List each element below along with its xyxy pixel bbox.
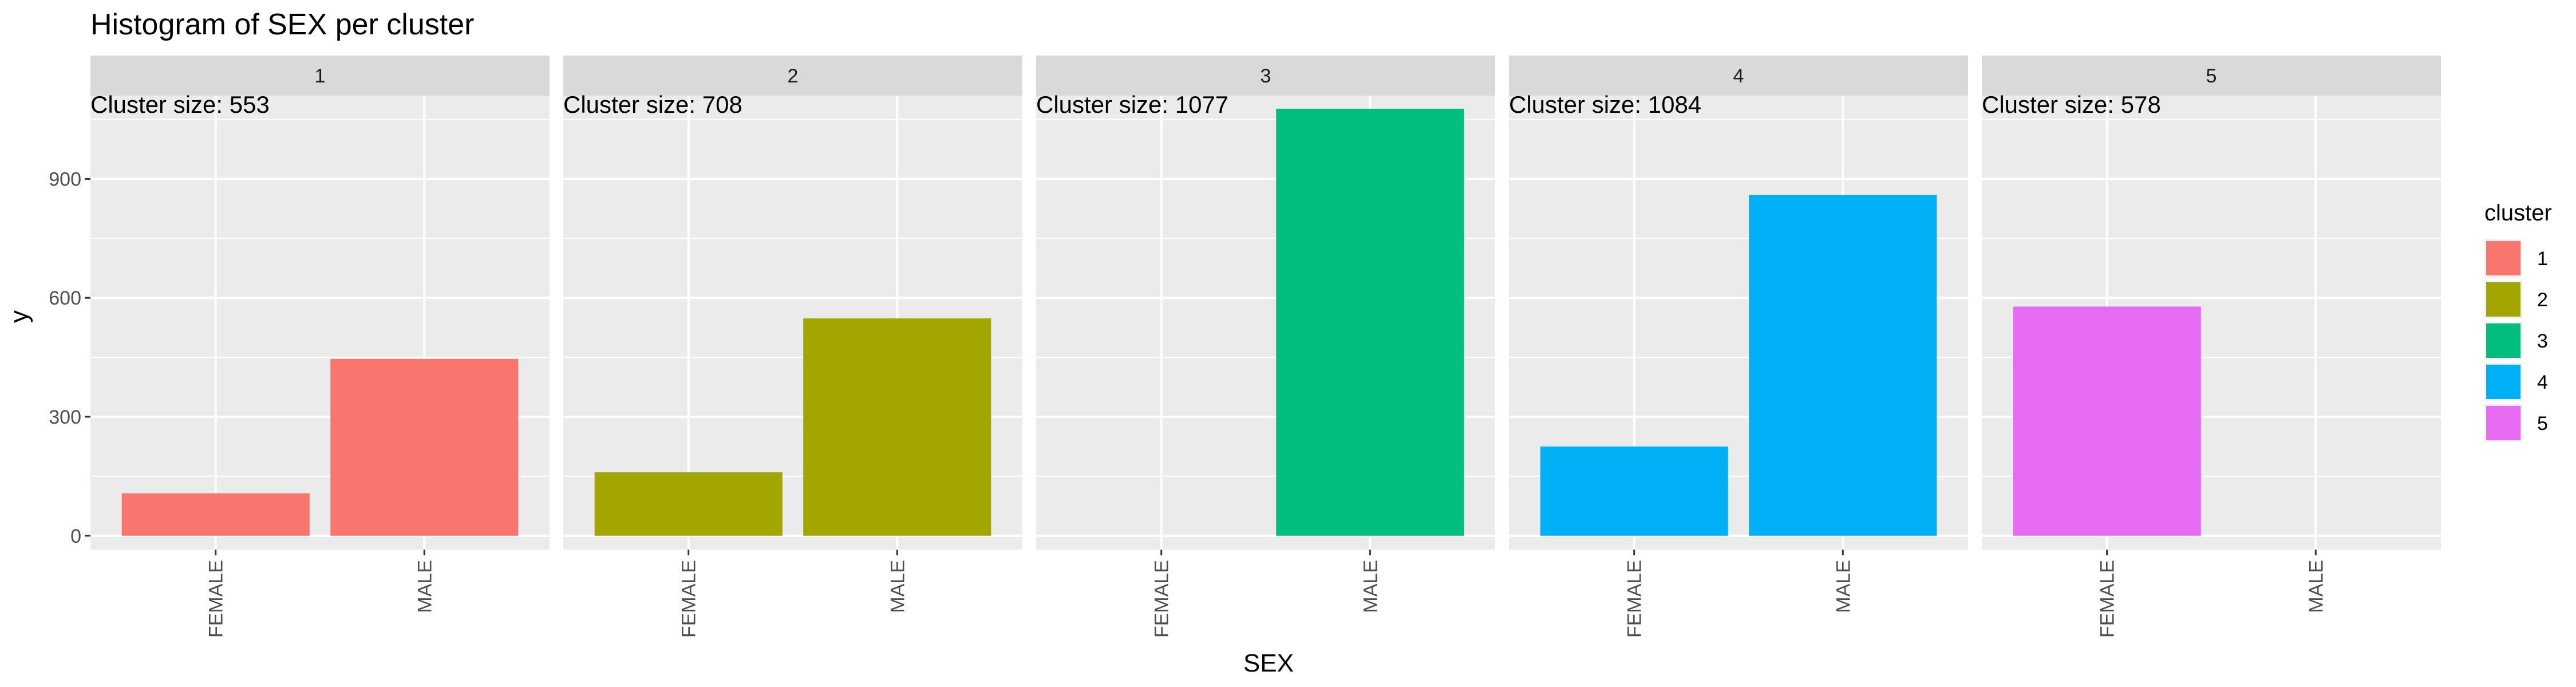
cluster-size-annotation: Cluster size: 1077 — [1036, 91, 1228, 118]
facet-panel-4: 4 FEMALE MALE Cluster size: 1084 — [1509, 56, 1968, 638]
x-axis-label: SEX — [1243, 649, 1294, 677]
y-tick-label: 0 — [70, 526, 81, 547]
facet-strip-label: 1 — [315, 65, 326, 87]
x-tick-label: MALE — [2305, 560, 2327, 613]
legend: cluster 1 2 3 4 5 — [2484, 200, 2552, 442]
legend-label: 1 — [2537, 248, 2548, 270]
bar-5-female — [2013, 306, 2201, 536]
facet-strip — [563, 56, 1022, 96]
cluster-size-annotation: Cluster size: 1084 — [1509, 91, 1701, 118]
facet-panel-1: 1 FEMALE MALE Cluster size: 553 — [90, 56, 550, 638]
x-tick-label: FEMALE — [1624, 560, 1646, 638]
legend-label: 5 — [2537, 413, 2548, 435]
legend-label: 4 — [2537, 372, 2548, 393]
bar-2-male — [803, 318, 991, 536]
x-tick-label: MALE — [887, 560, 908, 613]
x-tick-label: MALE — [1832, 560, 1854, 613]
facet-panel-5: 5 FEMALE MALE Cluster size: 578 — [1982, 56, 2441, 638]
facet-strip — [1509, 56, 1968, 96]
facet-strip-label: 3 — [1261, 65, 1271, 87]
cluster-size-annotation: Cluster size: 553 — [90, 91, 270, 118]
legend-label: 2 — [2537, 289, 2548, 311]
cluster-size-annotation: Cluster size: 708 — [563, 91, 742, 118]
bar-3-male — [1276, 108, 1464, 536]
x-tick-label: MALE — [1360, 560, 1381, 613]
legend-swatch-4 — [2486, 365, 2520, 399]
y-axis-label: y — [5, 310, 33, 323]
facet-panel-3: 3 FEMALE MALE Cluster size: 1077 — [1036, 56, 1495, 638]
facet-strip — [90, 56, 550, 96]
y-tick-label: 900 — [49, 168, 81, 190]
facet-strip-label: 4 — [1733, 65, 1744, 87]
bar-1-male — [330, 358, 519, 536]
legend-swatch-5 — [2486, 406, 2520, 440]
facet-strip-label: 2 — [788, 65, 799, 87]
facet-strip-label: 5 — [2206, 65, 2217, 87]
legend-title: cluster — [2484, 200, 2552, 226]
cluster-size-annotation: Cluster size: 578 — [1982, 91, 2161, 118]
facet-panel-2: 2 FEMALE MALE Cluster size: 708 — [563, 56, 1022, 638]
x-tick-label: FEMALE — [678, 560, 700, 638]
x-tick-label: FEMALE — [1151, 560, 1173, 638]
legend-label: 3 — [2537, 330, 2548, 352]
bar-4-female — [1540, 446, 1728, 536]
bar-4-male — [1749, 195, 1937, 536]
facet-panels: 1 FEMALE MALE Cluster size: 553 2 FEMALE MALE C… — [90, 56, 2441, 638]
x-tick-label: FEMALE — [206, 560, 227, 638]
bar-1-female — [121, 493, 310, 536]
facet-strip — [1036, 56, 1495, 96]
x-tick-label: MALE — [414, 560, 436, 613]
x-tick-label: FEMALE — [2097, 560, 2119, 638]
bar-2-female — [594, 472, 783, 536]
legend-swatch-3 — [2486, 323, 2520, 358]
chart-title: Histogram of SEX per cluster — [90, 8, 474, 41]
legend-swatch-1 — [2486, 241, 2520, 275]
legend-swatch-2 — [2486, 282, 2520, 317]
y-axis: 0 300 600 900 — [49, 168, 90, 547]
facet-strip — [1982, 56, 2441, 96]
y-tick-label: 600 — [49, 287, 81, 309]
y-tick-label: 300 — [49, 406, 81, 428]
